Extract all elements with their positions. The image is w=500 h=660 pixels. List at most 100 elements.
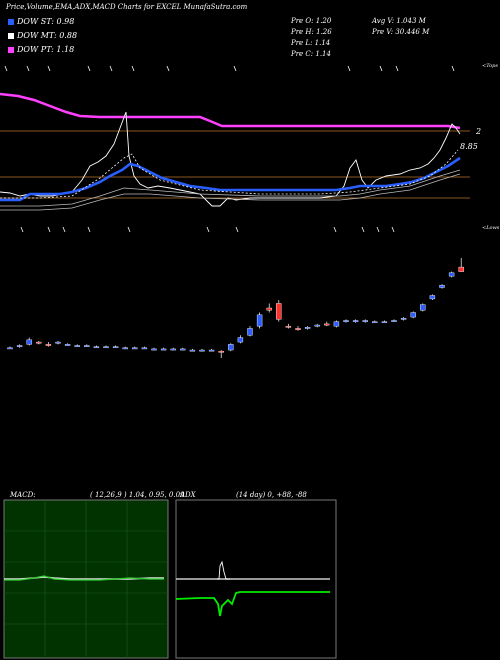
candle-body: [333, 321, 340, 327]
candle-body: [55, 341, 61, 344]
adx-params: (14 day) 0, +88, -88: [236, 491, 307, 499]
candle-body: [391, 320, 397, 322]
stat-low: Pre L: 1.14: [291, 39, 331, 47]
macd-params: ( 12,26,9 ) 1.04, 0.95, 0.09: [90, 491, 185, 499]
stat-close: Pre C: 1.14: [291, 50, 331, 58]
legend-swatch-white: [8, 33, 14, 39]
ema-right-value-2: 8.85: [460, 142, 478, 151]
candle-body: [218, 350, 224, 353]
low-tick: [391, 226, 395, 233]
low-tick: [62, 226, 66, 233]
adx-panel: [175, 499, 337, 659]
candle-body: [400, 318, 407, 320]
candle-body: [352, 320, 359, 322]
ema-panel: [0, 65, 470, 233]
candle-body: [324, 323, 330, 326]
adx-spike-line: [217, 560, 230, 580]
candle-body: [199, 349, 205, 352]
candle-body: [160, 348, 167, 351]
candle-body: [372, 321, 378, 324]
ema-white-band-upper: [0, 169, 461, 207]
candle-body: [74, 345, 80, 347]
adx-minus-di-line: [175, 591, 330, 617]
adx-title: ADX: [180, 491, 196, 499]
top-tick: [109, 65, 113, 72]
candle-body: [256, 314, 263, 327]
legend-swatch-pink: [8, 47, 14, 53]
legend-dow-st: DOW ST: 0.98: [8, 17, 74, 27]
legend-dow-pt: DOW PT: 1.18: [8, 45, 74, 55]
legend-swatch-blue: [8, 19, 14, 25]
top-tick: [4, 65, 8, 72]
candle-body: [189, 349, 196, 352]
low-tick: [333, 226, 337, 233]
candle-body: [247, 328, 253, 336]
candle-body: [112, 346, 119, 349]
top-tick: [451, 65, 455, 72]
stat-open: Pre O: 1.20: [291, 17, 332, 25]
candle-body: [103, 346, 109, 349]
top-tick: [166, 65, 170, 72]
candle-body: [381, 321, 388, 324]
candle-body: [141, 347, 148, 350]
candle-body: [448, 272, 455, 277]
ema-white-line: [0, 111, 461, 207]
candle-body: [93, 346, 100, 349]
candle-body: [343, 320, 349, 322]
ema-pink-line: [0, 92, 461, 130]
legend-dow-mt: DOW MT: 0.88: [8, 31, 77, 41]
candle-body: [180, 348, 186, 351]
top-tick: [233, 65, 237, 72]
top-tick: [87, 65, 91, 72]
top-tick: [26, 65, 30, 72]
candle-body: [170, 348, 176, 351]
candle-body: [429, 295, 436, 300]
candle-body: [228, 344, 234, 351]
candle-body: [16, 345, 23, 347]
tops-ticks: [4, 65, 455, 72]
low-tick: [47, 226, 51, 233]
candle-body: [314, 324, 320, 327]
candle-body: [151, 348, 157, 351]
top-tick: [395, 65, 399, 72]
candles-group: [7, 258, 464, 358]
lows-label: <Lows: [482, 225, 500, 231]
ema-white-dashed-line: [0, 149, 459, 199]
top-tick: [347, 65, 351, 72]
ema-right-value-1: 2: [476, 127, 482, 136]
candle-body: [132, 347, 138, 350]
candle-body: [295, 328, 301, 330]
low-tick: [127, 226, 131, 233]
macd-title: MACD:: [10, 491, 36, 499]
ema-white-band-lower: [0, 173, 461, 211]
candle-body: [122, 347, 128, 350]
candle-body: [304, 327, 311, 329]
top-tick: [379, 65, 383, 72]
top-tick: [131, 65, 135, 72]
tops-label: <Tops: [482, 63, 498, 69]
candle-body: [45, 344, 52, 346]
candle-body: [64, 344, 71, 346]
candle-body: [208, 349, 215, 352]
low-tick: [361, 226, 365, 233]
candle-body: [266, 307, 272, 311]
top-tick: [47, 65, 51, 72]
chart-title: Price,Volume,EMA,ADX,MACD Charts for EXC…: [6, 3, 248, 11]
candle-body: [26, 339, 32, 345]
candle-body: [285, 325, 292, 328]
candle-body: [36, 341, 42, 344]
low-tick: [206, 226, 210, 233]
low-tick: [87, 226, 91, 233]
low-tick: [235, 226, 239, 233]
stat-high: Pre H: 1.26: [291, 28, 332, 36]
low-tick: [20, 226, 24, 233]
candle-body: [439, 285, 445, 288]
candle-body: [276, 303, 282, 320]
candle-body: [237, 337, 244, 343]
candle-body: [362, 320, 368, 322]
lows-ticks: [20, 226, 395, 233]
ema-blue-line: [0, 156, 461, 202]
stat-avg-volume: Avg V: 1.043 M: [372, 17, 426, 25]
